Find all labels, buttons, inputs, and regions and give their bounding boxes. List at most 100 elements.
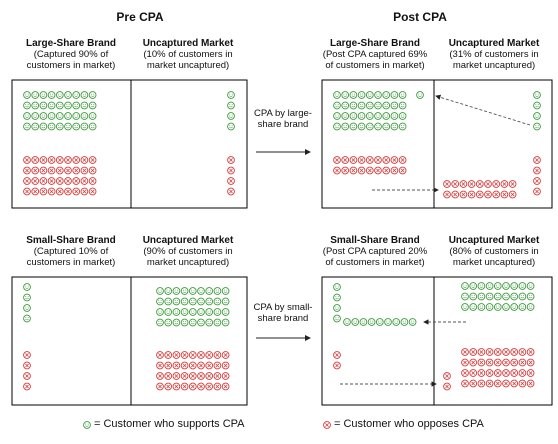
- supporter-icon: [205, 287, 214, 295]
- opposer-icon: [197, 361, 205, 370]
- post-large-transfer-arrow-top: [435, 94, 531, 126]
- supporter-icon: [164, 318, 173, 327]
- opposer-icon: [88, 187, 97, 196]
- opposer-icon: [484, 190, 492, 199]
- opposer-icon: [469, 379, 478, 388]
- opposer-icon: [180, 351, 189, 359]
- supporter-icon: [359, 318, 368, 326]
- post-small-uncaptured-sub2: market uncaptured): [452, 257, 536, 268]
- opposer-icon: [502, 358, 510, 367]
- supporter-icon: [390, 122, 399, 131]
- supporter-icon: [64, 112, 72, 120]
- legend-supporter-text: = Customer who supports CPA: [94, 418, 245, 430]
- opposer-icon: [443, 180, 451, 188]
- supporter-icon: [518, 292, 527, 301]
- supporter-icon: [47, 101, 56, 110]
- post-large-brand-title: Large-Share Brand: [329, 38, 421, 49]
- opposer-icon: [374, 156, 382, 164]
- small-cpa-label-line2: share brand: [257, 313, 309, 324]
- supporter-icon: [227, 91, 235, 99]
- supporter-icon: [80, 101, 89, 110]
- opposer-icon: [461, 369, 469, 377]
- supporter-icon: [156, 297, 164, 306]
- supporter-icon: [72, 101, 81, 110]
- post-small-brand-header: Small-Share Brand (Post CPA captured 20%…: [312, 235, 438, 268]
- supporter-icon: [349, 101, 358, 110]
- supporter-icon: [88, 122, 97, 131]
- opposer-icon: [80, 166, 89, 175]
- opposer-icon: [451, 180, 460, 188]
- supporter-icon: [55, 112, 64, 120]
- opposer-icon: [469, 369, 478, 377]
- opposer-icon: [31, 156, 40, 164]
- opposer-icon: [485, 369, 494, 377]
- supporter-icon: [64, 91, 72, 99]
- opposer-icon: [502, 369, 510, 377]
- supporter-icon: [188, 318, 197, 327]
- supporter-icon: [188, 308, 197, 316]
- opposer-icon: [227, 187, 235, 196]
- opposer-icon: [80, 187, 89, 196]
- post-cpa-title: Post CPA: [393, 10, 447, 24]
- supporter-icon: [156, 308, 164, 316]
- opposer-icon: [475, 190, 484, 199]
- post-large-uncaptured-header: Uncaptured Market (31% of customers in m…: [434, 38, 554, 71]
- supporter-icon: [333, 293, 341, 302]
- supporter-icon: [23, 304, 31, 312]
- supporter-icon: [357, 112, 366, 120]
- opposer-icon: [213, 361, 222, 370]
- supporter-icon: [510, 292, 519, 301]
- supporter-icon: [213, 297, 222, 306]
- supporter-icon: [333, 112, 341, 120]
- opposer-icon: [156, 382, 164, 391]
- supporter-icon: [23, 293, 31, 302]
- opposer-icon: [205, 372, 214, 380]
- opposer-icon: [398, 156, 407, 164]
- opposer-icon: [227, 166, 235, 175]
- opposer-icon: [205, 361, 214, 370]
- opposer-icon: [467, 190, 476, 199]
- opposer-icon: [213, 351, 222, 359]
- pre-small-uncaptured-header: Uncaptured Market (90% of customers in m…: [128, 235, 248, 268]
- opposer-icon: [333, 351, 341, 359]
- opposer-icon: [180, 382, 189, 391]
- supporter-icon: [374, 122, 382, 131]
- large-cpa-label-line2: share brand: [257, 119, 309, 130]
- supporter-icon: [205, 308, 214, 316]
- supporter-icon: [55, 101, 64, 110]
- pre-cpa-title: Pre CPA: [116, 10, 164, 24]
- supporter-icon: [349, 91, 358, 99]
- supporter-icon: [227, 112, 235, 120]
- opposer-icon: [518, 358, 527, 367]
- opposer-icon: [23, 351, 31, 359]
- supporter-icon: [477, 292, 486, 301]
- supporter-icon: [197, 287, 205, 295]
- post-small-brand-title: Small-Share Brand: [330, 235, 420, 246]
- opposer-icon: [475, 180, 484, 188]
- supporter-icon: [31, 101, 40, 110]
- supporter-icon: [227, 101, 235, 110]
- supporter-icon: [172, 297, 181, 306]
- opposer-icon: [390, 156, 399, 164]
- opposer-icon: [164, 361, 173, 370]
- opposer-icon: [55, 156, 64, 164]
- opposer-icon: [23, 166, 31, 175]
- opposer-icon: [526, 358, 535, 367]
- opposer-icon: [398, 166, 407, 175]
- supporter-icon: [502, 303, 510, 311]
- opposer-icon: [461, 348, 469, 356]
- opposer-icon: [493, 358, 502, 367]
- supporter-icon: [188, 297, 197, 306]
- opposer-icon: [443, 372, 451, 380]
- opposer-icon: [172, 372, 181, 380]
- supporter-icon: [365, 112, 374, 120]
- opposer-icon: [493, 348, 502, 356]
- supporter-icon: [333, 91, 341, 99]
- opposer-icon: [357, 166, 366, 175]
- opposer-icon: [533, 156, 541, 164]
- supporter-icon: [213, 318, 222, 327]
- supporter-icon: [47, 112, 56, 120]
- supporter-icon: [333, 283, 341, 291]
- supporter-icon: [408, 318, 417, 326]
- opposer-icon: [80, 177, 89, 185]
